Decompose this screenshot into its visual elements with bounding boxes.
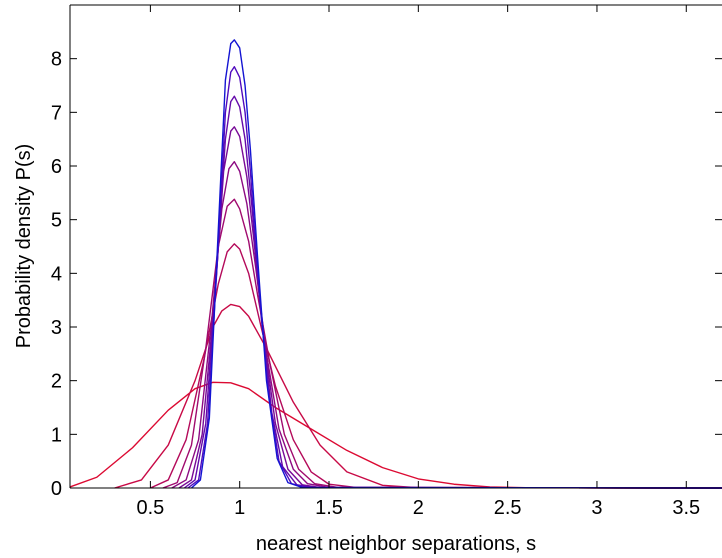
x-ticks: 0.5 1 1.5 2 2.5 3 3.5 bbox=[136, 5, 700, 519]
y-tick-label: 3 bbox=[51, 317, 62, 339]
x-tick-label: 2 bbox=[413, 497, 424, 519]
x-axis-title: nearest neighbor separations, s bbox=[256, 533, 536, 555]
y-tick-label: 1 bbox=[51, 424, 62, 446]
y-tick-label: 6 bbox=[51, 156, 62, 178]
series-line bbox=[150, 243, 722, 489]
series-line bbox=[191, 39, 722, 489]
plot-area bbox=[70, 5, 722, 488]
y-tick-label: 4 bbox=[51, 263, 62, 285]
x-tick-label: 2.5 bbox=[494, 497, 522, 519]
x-tick-label: 3.5 bbox=[672, 497, 700, 519]
series-line bbox=[114, 303, 722, 489]
y-tick-label: 0 bbox=[51, 478, 62, 500]
x-tick-label: 1 bbox=[234, 497, 245, 519]
series-layer bbox=[69, 39, 722, 489]
y-tick-label: 2 bbox=[51, 371, 62, 393]
y-axis-title: Probability density P(s) bbox=[13, 144, 35, 349]
x-tick-label: 3 bbox=[591, 497, 602, 519]
series-line bbox=[171, 161, 722, 489]
y-ticks: 0 1 2 3 4 5 6 7 8 bbox=[51, 49, 722, 500]
series-line bbox=[183, 95, 722, 489]
y-tick-label: 8 bbox=[51, 49, 62, 71]
y-tick-label: 5 bbox=[51, 210, 62, 232]
series-line bbox=[162, 198, 722, 489]
y-tick-label: 7 bbox=[51, 102, 62, 124]
series-line bbox=[178, 126, 722, 489]
x-tick-label: 1.5 bbox=[315, 497, 343, 519]
x-tick-label: 0.5 bbox=[136, 497, 164, 519]
